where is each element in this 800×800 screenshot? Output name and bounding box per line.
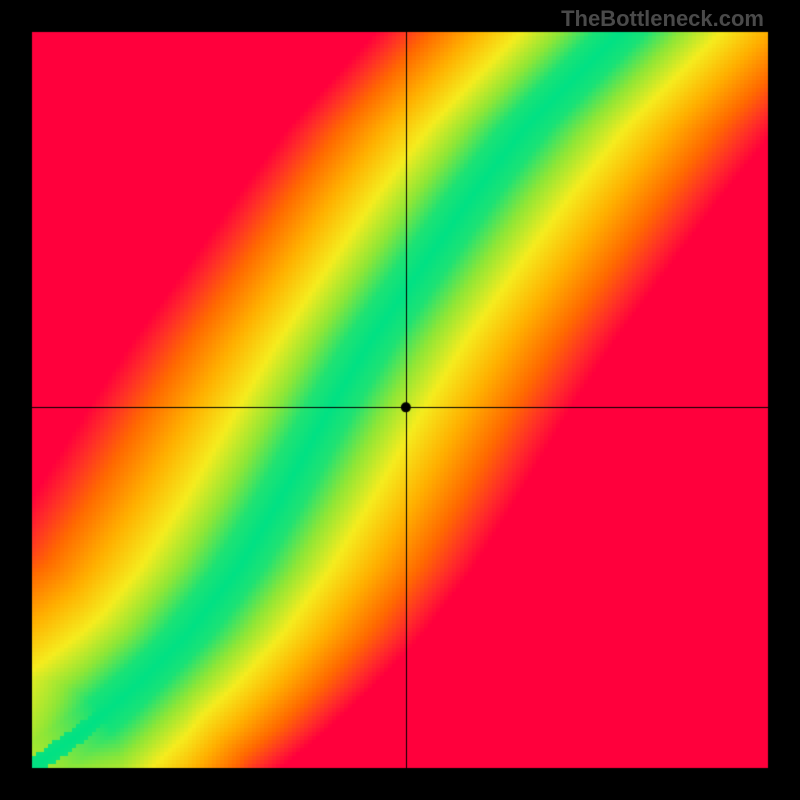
chart-container: TheBottleneck.com (0, 0, 800, 800)
watermark-text: TheBottleneck.com (561, 6, 764, 32)
bottleneck-heatmap (0, 0, 800, 800)
